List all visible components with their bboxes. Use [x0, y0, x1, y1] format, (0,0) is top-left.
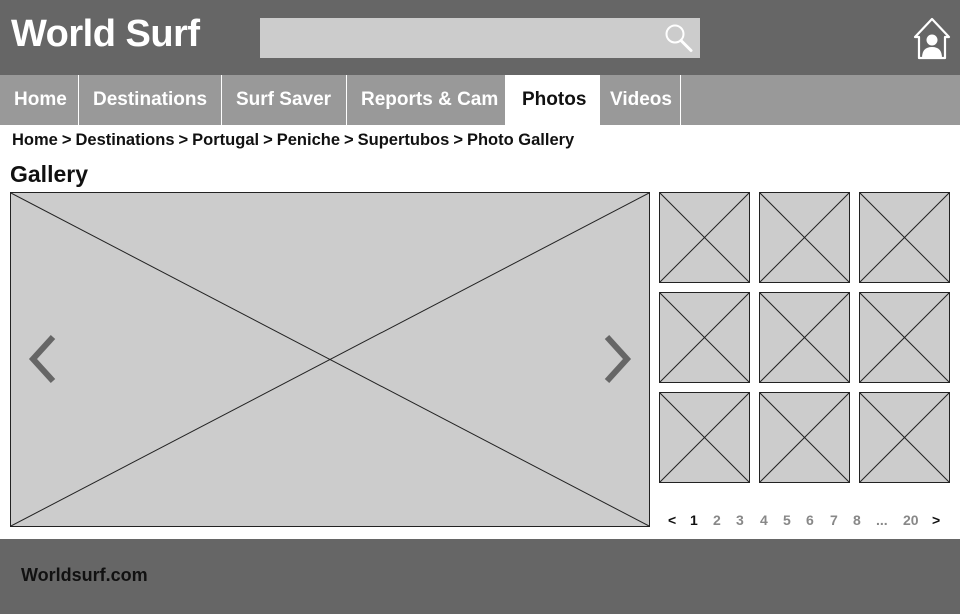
breadcrumb-destinations[interactable]: Destinations	[75, 131, 175, 149]
image-placeholder-icon	[660, 293, 749, 382]
page-title: Gallery	[10, 161, 88, 187]
tab-home[interactable]: Home	[0, 75, 79, 125]
home-user-icon	[913, 17, 951, 60]
image-placeholder-icon	[660, 393, 749, 482]
thumbnail[interactable]	[859, 192, 950, 283]
pagination-prev[interactable]: <	[668, 512, 677, 528]
page-7[interactable]: 7	[830, 512, 838, 528]
thumbnail[interactable]	[859, 292, 950, 383]
page-2[interactable]: 2	[713, 512, 721, 528]
chevron-right-icon	[604, 334, 632, 384]
page-6[interactable]: 6	[806, 512, 814, 528]
image-placeholder-icon	[860, 293, 949, 382]
next-image-button[interactable]	[601, 331, 633, 387]
thumbnail[interactable]	[859, 392, 950, 483]
breadcrumb-supertubos[interactable]: Supertubos	[357, 131, 450, 149]
tab-videos[interactable]: Videos	[600, 75, 681, 125]
tab-photos[interactable]: Photos	[506, 75, 600, 125]
main-nav: Home Destinations Surf Saver Reports & C…	[0, 75, 960, 125]
thumbnail[interactable]	[759, 192, 850, 283]
tab-destinations[interactable]: Destinations	[79, 75, 222, 125]
search-input[interactable]	[260, 18, 650, 58]
footer: Worldsurf.com	[0, 539, 960, 614]
thumbnail[interactable]	[659, 392, 750, 483]
image-placeholder-icon	[660, 193, 749, 282]
breadcrumb-peniche[interactable]: Peniche	[276, 131, 340, 149]
breadcrumb-photo-gallery: Photo Gallery	[466, 131, 575, 149]
image-placeholder-icon	[760, 393, 849, 482]
search-button[interactable]	[656, 18, 700, 58]
site-logo[interactable]: World Surf	[11, 13, 200, 55]
breadcrumb-separator: >	[344, 131, 354, 149]
breadcrumb-portugal[interactable]: Portugal	[192, 131, 260, 149]
image-placeholder-icon	[860, 393, 949, 482]
chevron-left-icon	[28, 334, 56, 384]
search-bar	[260, 18, 700, 58]
breadcrumb-separator: >	[178, 131, 189, 149]
breadcrumb-separator: >	[453, 131, 463, 149]
home-user-button[interactable]	[912, 15, 952, 61]
page-20[interactable]: 20	[903, 512, 919, 528]
thumbnail[interactable]	[659, 192, 750, 283]
image-placeholder-icon	[860, 193, 949, 282]
thumbnail[interactable]	[659, 292, 750, 383]
tab-reports-cam[interactable]: Reports & Cam	[347, 75, 506, 125]
prev-image-button[interactable]	[27, 331, 59, 387]
pagination-ellipsis: ...	[876, 512, 888, 528]
pagination-next[interactable]: >	[932, 512, 941, 528]
image-placeholder-icon	[11, 193, 649, 526]
breadcrumb-separator: >	[263, 131, 273, 149]
page-8[interactable]: 8	[853, 512, 861, 528]
thumbnail[interactable]	[759, 292, 850, 383]
page-5[interactable]: 5	[783, 512, 791, 528]
page-3[interactable]: 3	[736, 512, 744, 528]
search-icon	[665, 24, 693, 52]
pagination: < 1 2 3 4 5 6 7 8 ... 20 >	[664, 512, 950, 532]
main-image[interactable]	[10, 192, 650, 527]
image-placeholder-icon	[760, 193, 849, 282]
thumbnail[interactable]	[759, 392, 850, 483]
header: World Surf	[0, 0, 960, 75]
image-placeholder-icon	[760, 293, 849, 382]
breadcrumb-home[interactable]: Home	[12, 131, 58, 149]
page-1[interactable]: 1	[690, 512, 698, 528]
page-4[interactable]: 4	[760, 512, 768, 528]
tab-surf-saver[interactable]: Surf Saver	[222, 75, 347, 125]
breadcrumb: Home > Destinations > Portugal > Peniche > Super…	[12, 131, 574, 150]
footer-link[interactable]: Worldsurf.com	[21, 565, 148, 585]
breadcrumb-separator: >	[61, 131, 72, 149]
